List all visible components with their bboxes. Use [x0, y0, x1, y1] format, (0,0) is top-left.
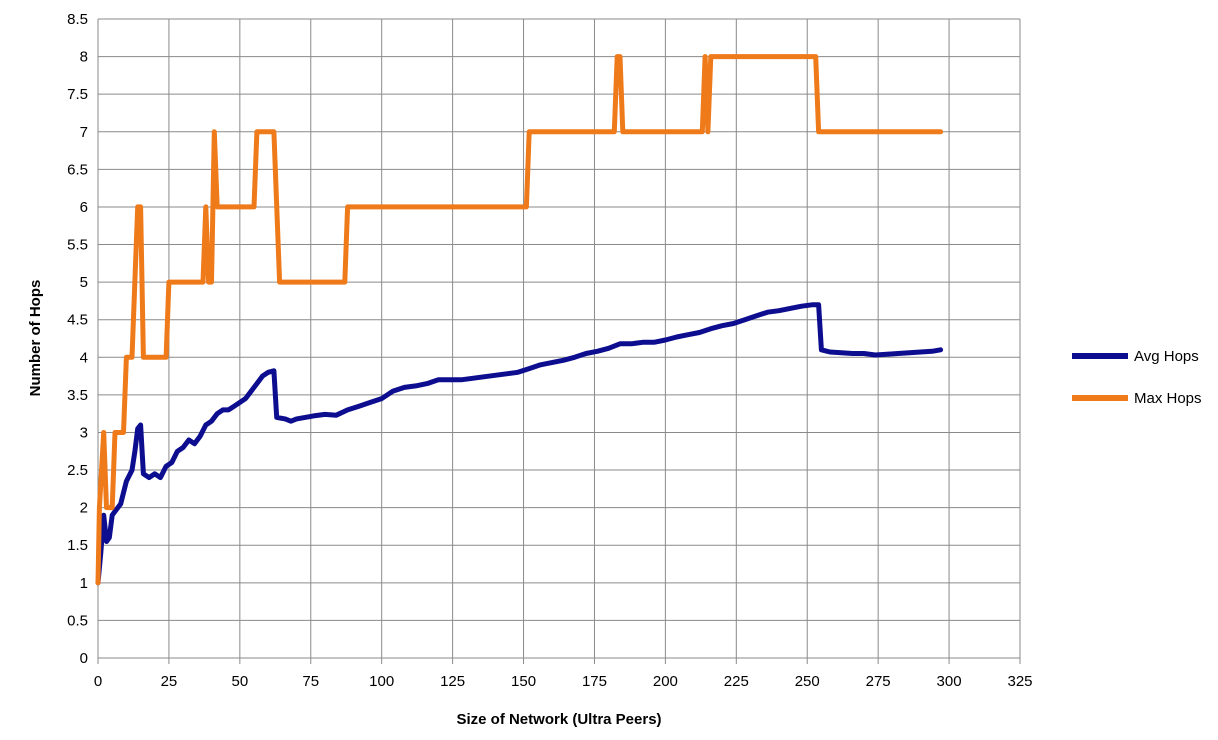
x-tick-label: 125 — [440, 673, 465, 690]
x-tick-label: 150 — [511, 673, 536, 690]
x-tick-label: 200 — [653, 673, 678, 690]
x-tick-label: 225 — [724, 673, 749, 690]
y-tick-label: 2.5 — [67, 462, 88, 479]
series-line-max-hops — [95, 54, 944, 586]
legend: Avg Hops Max Hops — [1072, 348, 1202, 407]
x-tick-label: 25 — [161, 673, 178, 690]
y-tick-label: 4.5 — [67, 312, 88, 329]
y-tick-label: 8.5 — [67, 11, 88, 28]
y-tick-label: 5 — [80, 274, 88, 291]
y-tick-label: 1.5 — [67, 537, 88, 554]
y-tick-label: 6 — [80, 199, 88, 216]
y-tick-label: 7.5 — [67, 86, 88, 103]
x-tick-label: 100 — [369, 673, 394, 690]
x-tick-label: 275 — [866, 673, 891, 690]
x-tick-label: 50 — [232, 673, 249, 690]
gridlines — [97, 18, 1021, 664]
y-tick-label: 5.5 — [67, 237, 88, 254]
x-tick-label: 325 — [1007, 673, 1032, 690]
x-tick-label: 75 — [302, 673, 319, 690]
x-axis-ticks: 0 25 50 75 100 125 150 175 200 225 250 275 300 325 — [94, 673, 1033, 690]
series-lines — [95, 54, 944, 586]
y-tick-label: 7 — [80, 124, 88, 141]
series-line-avg-hops — [95, 302, 944, 586]
y-tick-label: 0 — [80, 650, 88, 667]
x-tick-label: 0 — [94, 673, 102, 690]
x-tick-label: 300 — [937, 673, 962, 690]
y-axis-ticks: 0 0.5 1 1.5 2 2.5 3 3.5 4 4.5 5 5.5 6 6.5 7 7.5 8 8.5 — [67, 11, 88, 667]
legend-label: Avg Hops — [1134, 348, 1199, 365]
x-axis-title: Size of Network (Ultra Peers) — [456, 711, 661, 728]
legend-label: Max Hops — [1134, 390, 1202, 407]
y-tick-label: 4 — [80, 349, 88, 366]
y-tick-label: 6.5 — [67, 161, 88, 178]
x-tick-label: 175 — [582, 673, 607, 690]
y-tick-label: 3.5 — [67, 387, 88, 404]
x-tick-label: 250 — [795, 673, 820, 690]
y-axis-title: Number of Hops — [27, 280, 44, 397]
y-tick-label: 2 — [80, 500, 88, 517]
y-tick-label: 1 — [80, 575, 88, 592]
y-tick-label: 3 — [80, 424, 88, 441]
y-tick-label: 0.5 — [67, 612, 88, 629]
y-tick-label: 8 — [80, 49, 88, 66]
